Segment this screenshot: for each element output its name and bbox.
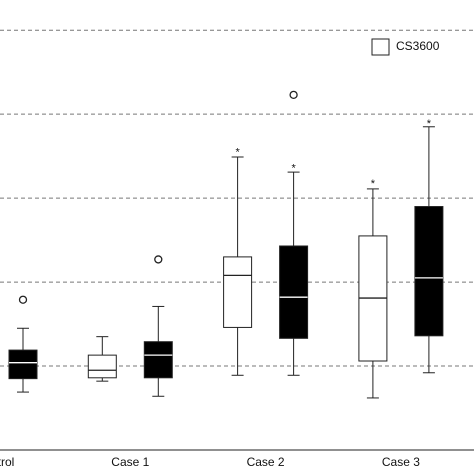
legend-label: CS3600 [396,39,440,53]
box [87,354,117,379]
x-tick-label: Case 3 [382,455,420,469]
extreme-marker: * [235,146,240,158]
outlier [154,255,163,264]
extreme-marker: * [427,118,432,130]
box [223,256,253,328]
outlier [289,90,298,100]
x-tick-label: Case 1 [111,455,149,469]
x-tick-label: Control [0,455,14,469]
extreme-marker: * [371,178,376,190]
box [8,349,38,380]
x-tick-label: Case 2 [247,455,285,469]
box [279,245,309,339]
outlier [18,295,28,304]
box [143,341,173,379]
extreme-marker: * [291,162,296,174]
box [414,206,444,337]
legend-swatch [371,38,390,56]
